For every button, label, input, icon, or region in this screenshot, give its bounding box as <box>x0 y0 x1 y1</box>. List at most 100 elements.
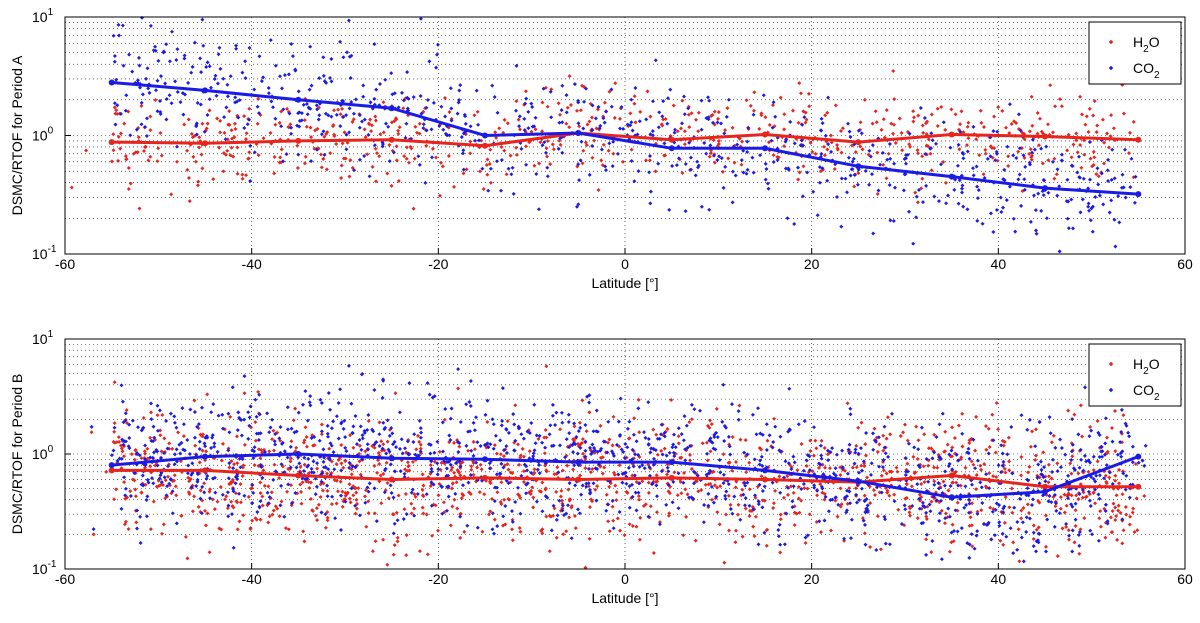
mean-marker-co2 <box>108 462 115 469</box>
data-point-h2o <box>340 106 345 111</box>
data-point-h2o <box>796 177 801 182</box>
mean-marker-h2o <box>108 467 115 474</box>
data-point-h2o <box>1039 129 1044 134</box>
data-point-h2o <box>1094 130 1099 135</box>
data-point-h2o <box>288 122 293 127</box>
data-point-h2o <box>1066 132 1071 137</box>
data-point-h2o <box>417 131 422 136</box>
data-point-co2 <box>1099 171 1104 176</box>
data-point-h2o <box>139 103 144 108</box>
mean-marker-h2o <box>762 131 768 138</box>
data-point-h2o <box>325 130 330 135</box>
data-point-co2 <box>1039 208 1044 213</box>
data-point-h2o <box>158 131 163 135</box>
data-point-co2 <box>1066 226 1071 231</box>
data-point-h2o <box>599 158 604 163</box>
data-point-co2 <box>124 93 129 98</box>
data-point-co2 <box>392 91 397 96</box>
y-tick-exponent: 0 <box>48 126 54 137</box>
data-point-h2o <box>502 117 507 122</box>
data-point-h2o <box>373 114 378 119</box>
data-point-co2 <box>145 66 150 71</box>
data-point-h2o <box>1086 130 1091 134</box>
data-point-co2 <box>723 164 728 169</box>
data-point-h2o <box>128 181 133 186</box>
data-point-h2o <box>594 126 599 131</box>
data-point-h2o <box>583 140 588 145</box>
data-point-h2o <box>143 145 147 149</box>
data-point-co2 <box>733 173 738 178</box>
mean-marker-co2 <box>762 467 768 474</box>
data-point-co2 <box>175 90 180 94</box>
data-point-h2o <box>217 145 222 150</box>
data-point-co2 <box>284 152 289 157</box>
data-point-h2o <box>941 160 946 164</box>
data-point-h2o <box>983 151 988 156</box>
data-point-h2o <box>493 130 498 135</box>
data-point-h2o <box>116 134 121 139</box>
data-point-h2o <box>304 124 309 129</box>
data-point-co2 <box>425 98 430 102</box>
data-point-co2 <box>474 88 479 93</box>
data-point-h2o <box>928 151 933 156</box>
data-point-co2 <box>667 207 672 212</box>
data-point-h2o <box>1095 123 1100 128</box>
data-point-co2 <box>1057 184 1062 189</box>
data-point-co2 <box>449 106 454 111</box>
data-point-co2 <box>297 110 302 115</box>
data-point-h2o <box>1092 99 1097 104</box>
data-point-h2o <box>1075 150 1080 155</box>
data-point-h2o <box>1054 172 1059 177</box>
data-point-co2 <box>792 222 797 226</box>
data-point-co2 <box>461 148 466 153</box>
data-point-h2o <box>1102 140 1107 145</box>
data-point-h2o <box>481 187 486 191</box>
data-point-co2 <box>676 156 681 161</box>
data-point-h2o <box>1028 147 1033 152</box>
data-point-h2o <box>200 121 205 126</box>
data-point-h2o <box>711 138 716 143</box>
mean-marker-co2 <box>575 459 582 466</box>
data-point-h2o <box>378 132 383 137</box>
data-point-h2o <box>1091 149 1096 154</box>
data-point-co2 <box>825 178 830 183</box>
mean-marker-co2 <box>202 453 208 460</box>
data-point-co2 <box>175 144 179 149</box>
data-point-h2o <box>153 98 158 102</box>
data-point-h2o <box>339 163 344 168</box>
legend-label-tail: O <box>1149 34 1160 50</box>
data-point-co2 <box>401 98 406 103</box>
data-point-h2o <box>1078 143 1083 147</box>
mean-marker-co2 <box>668 145 675 152</box>
data-point-co2 <box>204 65 209 69</box>
data-point-h2o <box>197 145 202 150</box>
data-point-co2 <box>995 151 999 156</box>
data-point-co2 <box>257 111 261 116</box>
data-point-h2o <box>256 96 261 101</box>
data-point-co2 <box>225 82 230 87</box>
mean-marker-h2o <box>295 472 302 479</box>
data-point-co2 <box>155 109 160 114</box>
data-point-co2 <box>1069 197 1074 202</box>
data-point-co2 <box>994 208 999 212</box>
data-point-h2o <box>225 148 230 153</box>
mean-marker-co2 <box>1135 453 1142 460</box>
data-point-h2o <box>1046 158 1051 163</box>
data-point-h2o <box>514 152 519 157</box>
mean-marker-co2 <box>295 451 302 457</box>
data-point-h2o <box>374 179 378 184</box>
data-point-h2o <box>518 127 522 132</box>
data-point-h2o <box>891 131 895 136</box>
data-point-h2o <box>966 136 971 141</box>
data-point-co2 <box>222 115 227 120</box>
legend-label-sub: 2 <box>1154 392 1160 403</box>
data-point-h2o <box>682 142 687 147</box>
data-point-h2o <box>334 142 339 146</box>
mean-marker-co2 <box>855 478 862 485</box>
data-point-co2 <box>138 85 142 90</box>
data-point-co2 <box>159 74 163 79</box>
data-point-h2o <box>682 129 687 134</box>
data-point-co2 <box>164 97 169 101</box>
